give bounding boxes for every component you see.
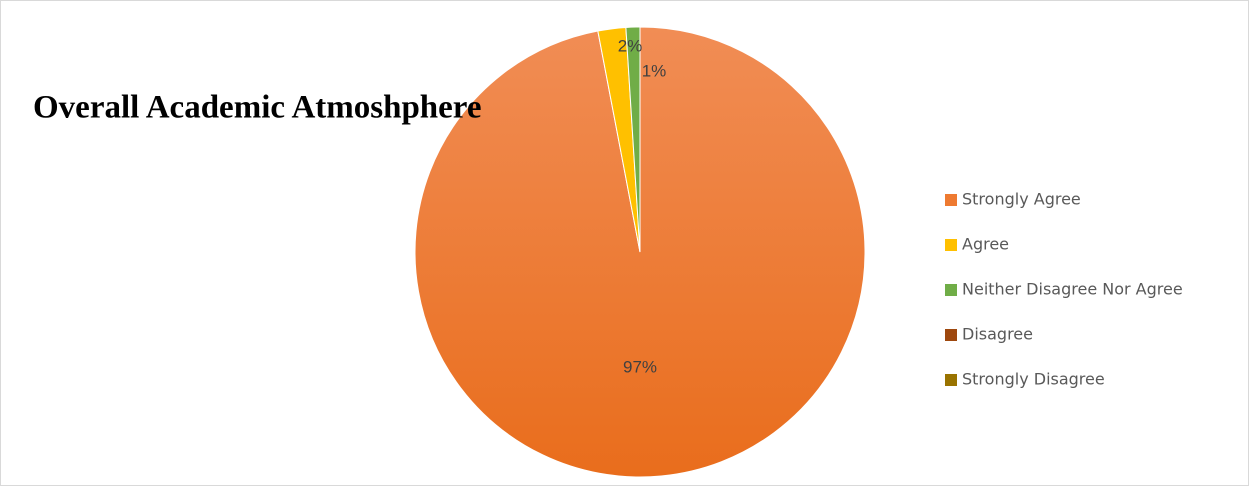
legend-swatch [945, 239, 957, 251]
legend-label: Neither Disagree Nor Agree [962, 280, 1183, 299]
data-label: 97% [623, 357, 657, 376]
chart-title: Overall Academic Atmoshphere [33, 90, 482, 126]
legend-label: Strongly Disagree [962, 370, 1105, 389]
legend-label: Disagree [962, 325, 1033, 344]
pie-slice [625, 26, 641, 253]
pie [414, 26, 866, 478]
legend-swatch [945, 329, 957, 341]
legend-swatch [945, 194, 957, 206]
legend-swatch [945, 284, 957, 296]
legend-label: Agree [962, 235, 1009, 254]
legend-swatch [945, 374, 957, 386]
legend-label: Strongly Agree [962, 190, 1081, 209]
data-label: 2% [618, 36, 643, 55]
data-label: 1% [642, 61, 667, 80]
